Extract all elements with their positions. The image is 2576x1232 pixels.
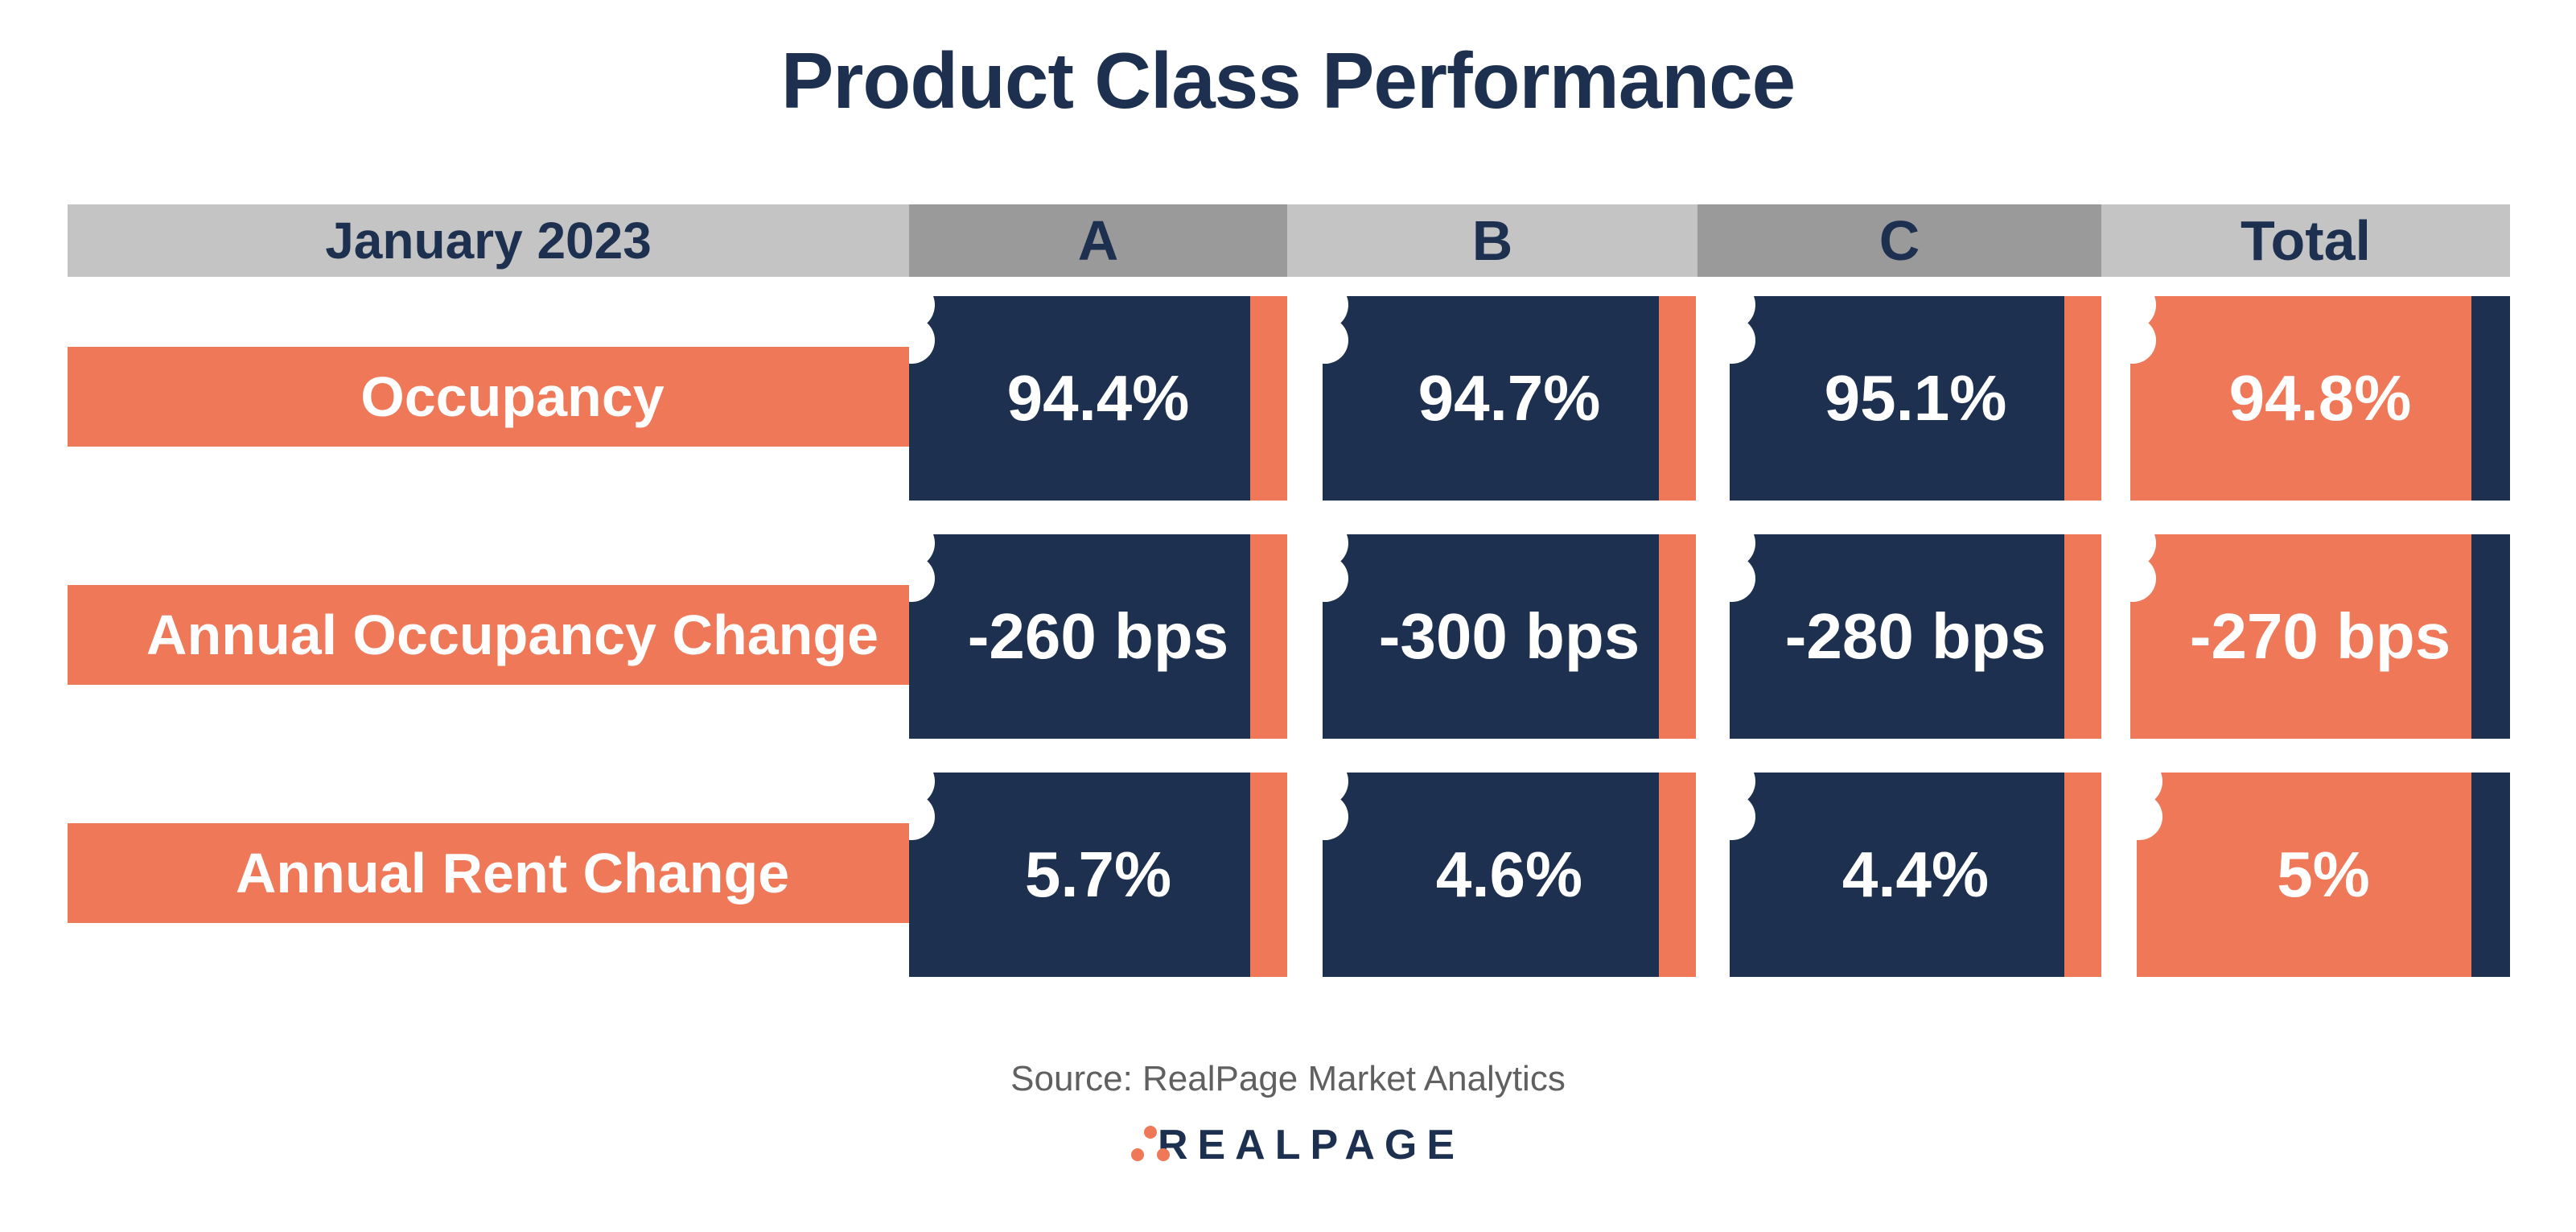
notch-decoration [1323, 317, 1348, 364]
value-occupancy-change-total: -270 bps [2189, 600, 2451, 672]
header-period: January 2023 [68, 204, 909, 277]
notch-decoration [1323, 793, 1348, 840]
value-occupancy-a: 94.4% [1006, 362, 1190, 434]
value-rent-change-b: 4.6% [1435, 839, 1583, 910]
row-label-annual-occupancy-change: Annual Occupancy Change [68, 585, 957, 685]
cell-occupancy-change-total: -270 bps [2130, 534, 2510, 739]
row-label-annual-rent-change: Annual Rent Change [68, 823, 957, 923]
cell-rent-change-b: 4.6% [1323, 773, 1696, 977]
cell-rent-change-a: 5.7% [909, 773, 1287, 977]
chart-title: Product Class Performance [780, 36, 1796, 125]
cell-occupancy-b: 94.7% [1323, 296, 1696, 501]
header-col-c: C [1697, 204, 2101, 277]
value-rent-change-c: 4.4% [1841, 839, 1990, 910]
value-occupancy-change-b: -300 bps [1378, 600, 1640, 672]
cell-occupancy-total: 94.8% [2130, 296, 2510, 501]
value-occupancy-c: 95.1% [1824, 362, 2007, 434]
logo-dots-icon [1126, 1121, 1170, 1169]
notch-decoration [1323, 555, 1348, 602]
notch-decoration [909, 555, 935, 602]
cell-occupancy-a: 94.4% [909, 296, 1287, 501]
notch-decoration [2137, 793, 2162, 840]
notch-decoration [2130, 317, 2156, 364]
header-col-a: A [909, 204, 1287, 277]
value-occupancy-change-c: -280 bps [1784, 600, 2047, 672]
header-col-total: Total [2101, 204, 2510, 277]
notch-decoration [909, 317, 935, 364]
cell-occupancy-change-b: -300 bps [1323, 534, 1696, 739]
cell-occupancy-change-c: -280 bps [1730, 534, 2101, 739]
header-col-b: B [1287, 204, 1697, 277]
value-occupancy-total: 94.8% [2228, 362, 2412, 434]
notch-decoration [2130, 555, 2156, 602]
notch-decoration [1730, 793, 1755, 840]
cell-rent-change-c: 4.4% [1730, 773, 2101, 977]
value-rent-change-total: 5% [2277, 839, 2370, 910]
realpage-logo: REALPAGE [1126, 1117, 1464, 1173]
value-rent-change-a: 5.7% [1024, 839, 1172, 910]
value-occupancy-change-a: -260 bps [967, 600, 1229, 672]
value-occupancy-b: 94.7% [1418, 362, 1601, 434]
cell-occupancy-c: 95.1% [1730, 296, 2101, 501]
notch-decoration [1730, 555, 1755, 602]
cell-occupancy-change-a: -260 bps [909, 534, 1287, 739]
notch-decoration [909, 793, 935, 840]
source-note: Source: RealPage Market Analytics [1010, 1059, 1566, 1098]
row-label-occupancy: Occupancy [68, 347, 957, 447]
logo-wordmark: REALPAGE [1157, 1122, 1464, 1168]
cell-rent-change-total: 5% [2137, 773, 2510, 977]
notch-decoration [1730, 317, 1755, 364]
